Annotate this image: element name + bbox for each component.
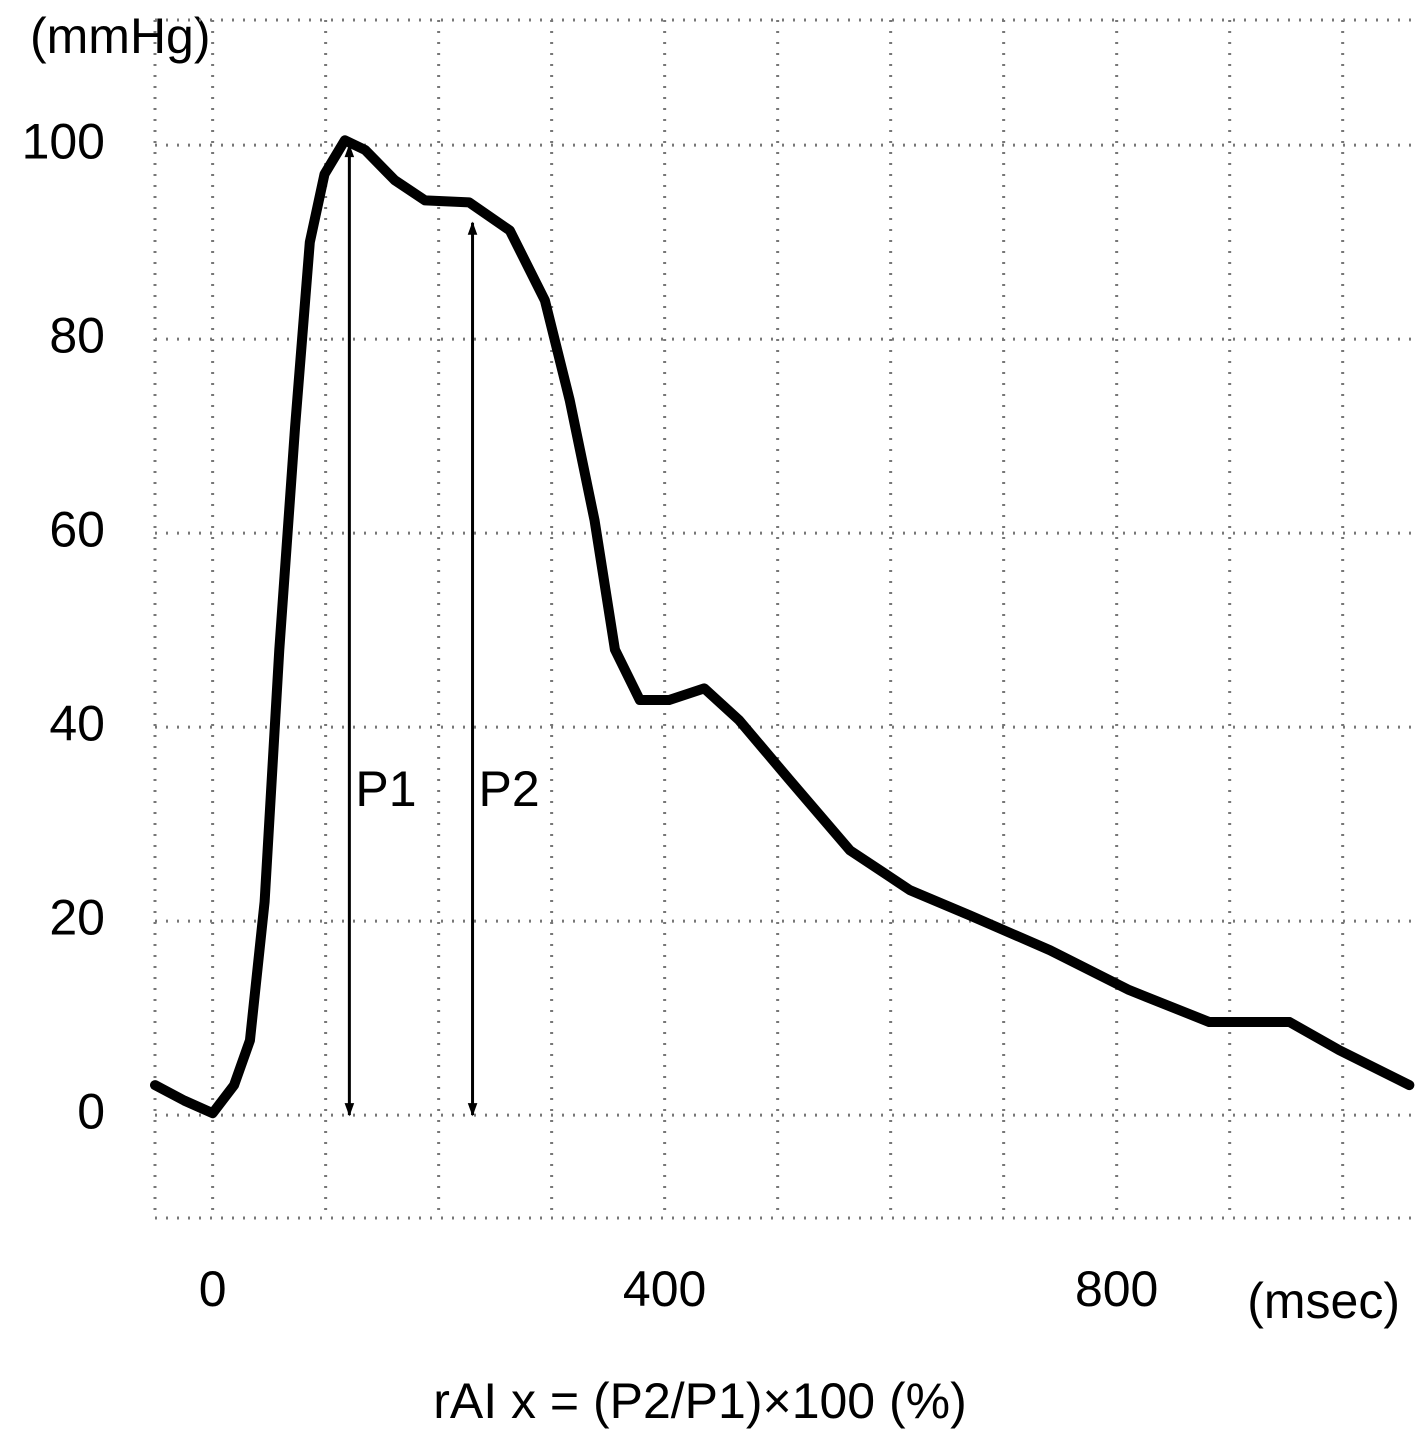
line-series [150,135,1415,1119]
y-tick-label: 0 [77,1083,105,1139]
y-tick-label: 80 [49,307,105,363]
y-tick-label: 40 [49,695,105,751]
y-unit: (mmHg) [30,8,211,64]
x-unit: (msec) [1247,1273,1400,1329]
arrow-label: P1 [355,761,416,817]
arrow-label: P2 [479,761,540,817]
x-tick-label: 800 [1075,1261,1158,1317]
y-tick-label: 20 [49,889,105,945]
formula: rAI x = (P2/P1)×100 (%) [433,1373,967,1429]
x-tick-label: 400 [623,1261,706,1317]
x-tick-label: 0 [199,1261,227,1317]
y-tick-label: 60 [49,501,105,557]
y-tick-label: 100 [22,113,105,169]
